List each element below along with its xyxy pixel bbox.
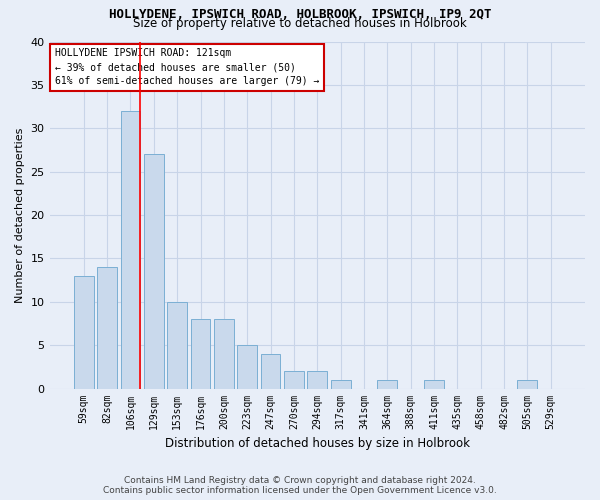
- Bar: [517, 380, 538, 388]
- X-axis label: Distribution of detached houses by size in Holbrook: Distribution of detached houses by size …: [165, 437, 470, 450]
- Text: HOLLYDENE IPSWICH ROAD: 121sqm
← 39% of detached houses are smaller (50)
61% of : HOLLYDENE IPSWICH ROAD: 121sqm ← 39% of …: [55, 48, 319, 86]
- Bar: [214, 319, 234, 388]
- Bar: [377, 380, 397, 388]
- Bar: [191, 319, 211, 388]
- Bar: [97, 267, 117, 388]
- Bar: [424, 380, 444, 388]
- Bar: [121, 111, 140, 388]
- Text: HOLLYDENE, IPSWICH ROAD, HOLBROOK, IPSWICH, IP9 2QT: HOLLYDENE, IPSWICH ROAD, HOLBROOK, IPSWI…: [109, 8, 491, 20]
- Bar: [238, 345, 257, 389]
- Y-axis label: Number of detached properties: Number of detached properties: [15, 128, 25, 302]
- Bar: [167, 302, 187, 388]
- Bar: [260, 354, 280, 388]
- Text: Contains HM Land Registry data © Crown copyright and database right 2024.
Contai: Contains HM Land Registry data © Crown c…: [103, 476, 497, 495]
- Bar: [331, 380, 350, 388]
- Bar: [284, 371, 304, 388]
- Text: Size of property relative to detached houses in Holbrook: Size of property relative to detached ho…: [133, 18, 467, 30]
- Bar: [74, 276, 94, 388]
- Bar: [144, 154, 164, 388]
- Bar: [307, 371, 327, 388]
